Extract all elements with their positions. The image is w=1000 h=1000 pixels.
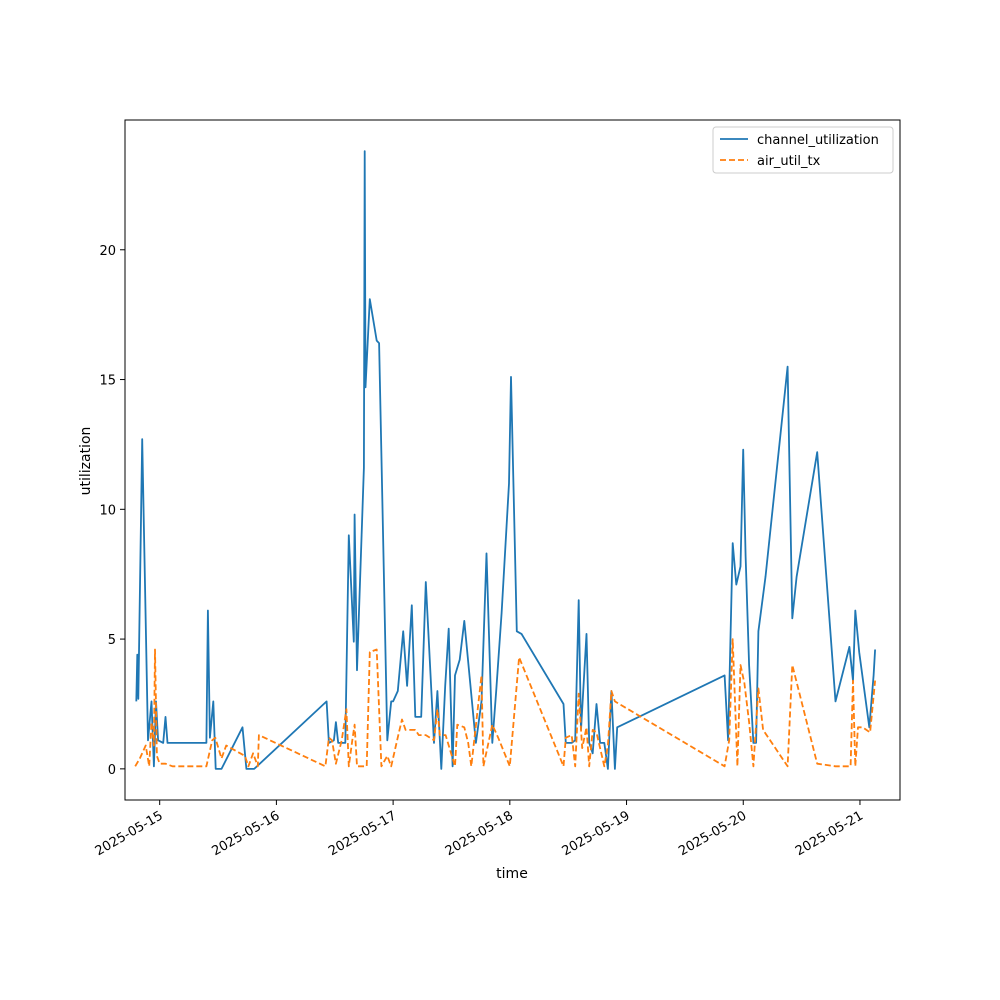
series-layer	[134, 150, 876, 770]
plot-frame	[124, 119, 901, 801]
y-tick-label: 20	[99, 244, 116, 259]
y-tick-label: 15	[99, 374, 116, 389]
legend: channel_utilization air_util_tx	[712, 126, 894, 174]
legend-label-air-util-tx: air_util_tx	[757, 154, 821, 169]
y-axis: 0 5 10 15 20	[99, 244, 125, 778]
y-tick-label: 10	[99, 503, 116, 518]
x-axis-label: time	[496, 866, 528, 882]
legend-label-channel-utilization: channel_utilization	[757, 133, 879, 148]
series-line-air-util-tx	[134, 638, 876, 768]
y-tick-label: 0	[108, 763, 116, 778]
y-axis-label: utilization	[78, 427, 94, 496]
y-tick-label: 5	[108, 633, 116, 648]
legend-frame	[712, 126, 894, 174]
